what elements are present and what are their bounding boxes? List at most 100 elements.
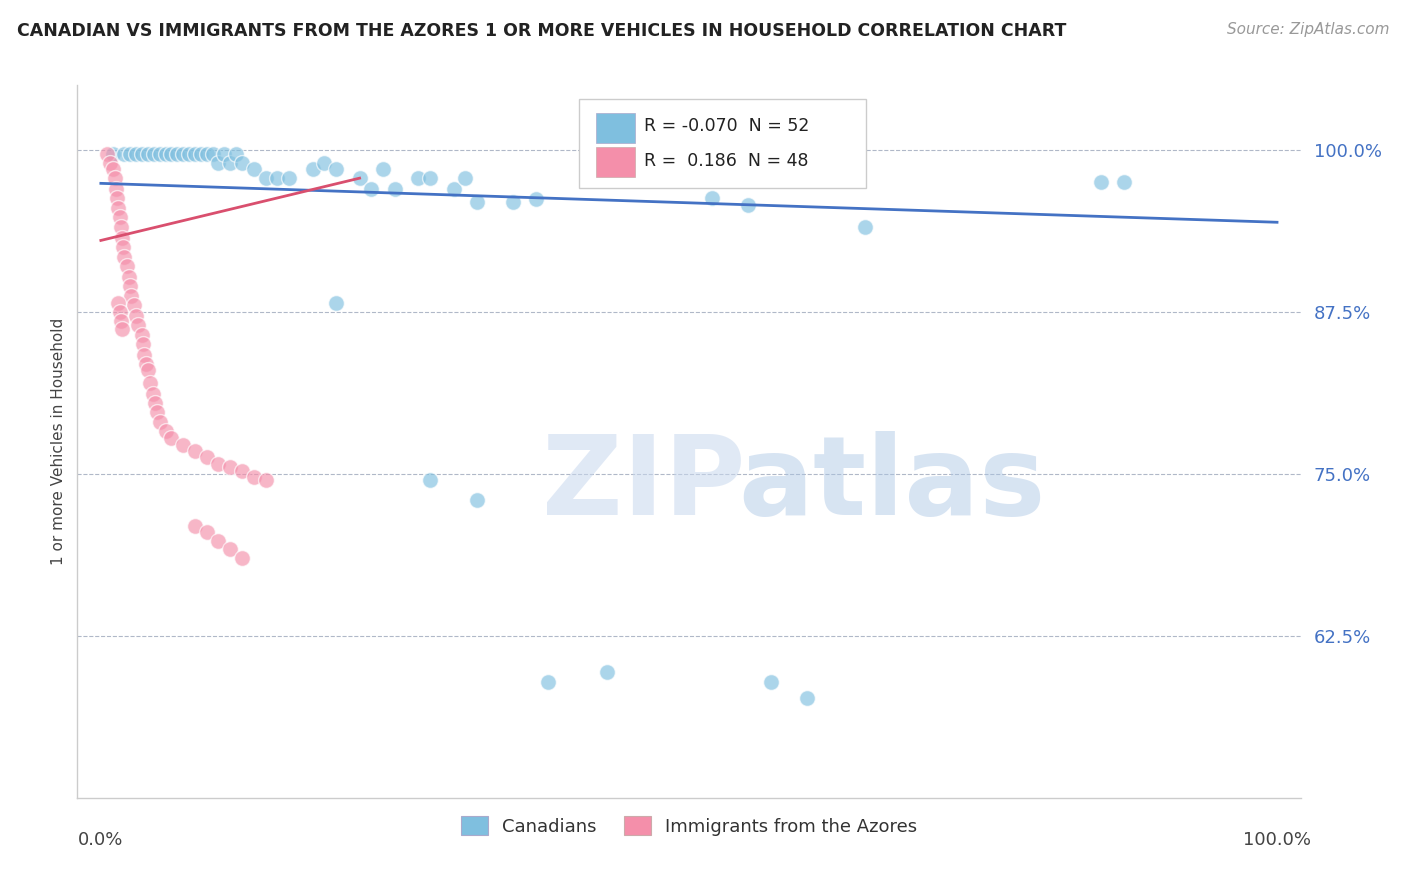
- Point: [301, 162, 323, 177]
- Point: [231, 155, 253, 169]
- Point: [207, 457, 229, 471]
- Point: [443, 181, 465, 195]
- Point: [360, 181, 382, 195]
- Point: [419, 171, 441, 186]
- Point: [796, 691, 818, 706]
- Point: [166, 146, 188, 161]
- Point: [419, 474, 441, 488]
- Point: [761, 674, 783, 689]
- Point: [325, 162, 347, 177]
- Point: [155, 146, 177, 161]
- Point: [1090, 175, 1112, 189]
- Text: 100.0%: 100.0%: [1243, 830, 1310, 849]
- Text: atlas: atlas: [738, 431, 1045, 538]
- Point: [325, 295, 347, 310]
- FancyBboxPatch shape: [596, 112, 636, 143]
- Point: [107, 201, 129, 215]
- Point: [115, 260, 138, 274]
- Point: [207, 155, 229, 169]
- Point: [155, 424, 177, 438]
- Point: [105, 181, 128, 195]
- Point: [190, 146, 212, 161]
- Point: [266, 171, 288, 186]
- Text: ZIP: ZIP: [543, 431, 745, 538]
- Point: [853, 220, 876, 235]
- Point: [219, 542, 242, 557]
- Point: [219, 460, 242, 475]
- Text: R =  0.186  N = 48: R = 0.186 N = 48: [644, 153, 808, 170]
- Point: [524, 192, 547, 206]
- Point: [231, 464, 253, 478]
- Text: CANADIAN VS IMMIGRANTS FROM THE AZORES 1 OR MORE VEHICLES IN HOUSEHOLD CORRELATI: CANADIAN VS IMMIGRANTS FROM THE AZORES 1…: [17, 22, 1066, 40]
- Point: [172, 438, 194, 452]
- Point: [225, 146, 247, 161]
- Point: [131, 146, 153, 161]
- Text: 0.0%: 0.0%: [79, 830, 124, 849]
- Point: [139, 376, 162, 391]
- FancyBboxPatch shape: [596, 147, 636, 177]
- Point: [465, 194, 488, 209]
- Point: [737, 198, 759, 212]
- Point: [195, 450, 218, 464]
- Point: [254, 171, 277, 186]
- Point: [1114, 175, 1136, 189]
- Point: [127, 318, 149, 332]
- Point: [184, 146, 207, 161]
- Point: [184, 519, 207, 533]
- Point: [465, 492, 488, 507]
- Point: [184, 443, 207, 458]
- Point: [254, 474, 277, 488]
- Point: [214, 146, 236, 161]
- Point: [454, 171, 477, 186]
- Point: [96, 146, 118, 161]
- Point: [135, 357, 157, 371]
- Point: [112, 250, 135, 264]
- Point: [537, 674, 560, 689]
- Point: [502, 194, 524, 209]
- Point: [219, 155, 242, 169]
- Point: [702, 191, 724, 205]
- Text: Source: ZipAtlas.com: Source: ZipAtlas.com: [1226, 22, 1389, 37]
- Point: [101, 146, 124, 161]
- Point: [143, 395, 166, 409]
- Point: [149, 415, 172, 429]
- Point: [125, 146, 148, 161]
- FancyBboxPatch shape: [579, 99, 866, 188]
- Point: [112, 146, 135, 161]
- Point: [112, 240, 135, 254]
- Point: [195, 146, 218, 161]
- Point: [314, 155, 336, 169]
- Point: [132, 337, 155, 351]
- Point: [201, 146, 224, 161]
- Point: [101, 162, 124, 177]
- Point: [111, 321, 134, 335]
- Point: [120, 289, 142, 303]
- Point: [160, 431, 183, 445]
- Point: [110, 220, 132, 235]
- Point: [122, 298, 145, 312]
- Point: [108, 305, 131, 319]
- Point: [108, 210, 131, 224]
- Point: [408, 171, 430, 186]
- Point: [134, 348, 156, 362]
- Point: [242, 162, 264, 177]
- Point: [384, 181, 406, 195]
- Point: [142, 146, 165, 161]
- Point: [242, 469, 264, 483]
- Point: [98, 155, 121, 169]
- Point: [125, 309, 148, 323]
- Point: [136, 146, 159, 161]
- Point: [107, 295, 129, 310]
- Point: [231, 551, 253, 566]
- Point: [118, 269, 141, 284]
- Point: [105, 191, 128, 205]
- Point: [110, 314, 132, 328]
- Point: [120, 278, 142, 293]
- Point: [142, 386, 165, 401]
- Point: [149, 146, 172, 161]
- Point: [146, 405, 169, 419]
- Point: [349, 171, 371, 186]
- Y-axis label: 1 or more Vehicles in Household: 1 or more Vehicles in Household: [51, 318, 66, 566]
- Point: [172, 146, 194, 161]
- Point: [195, 525, 218, 540]
